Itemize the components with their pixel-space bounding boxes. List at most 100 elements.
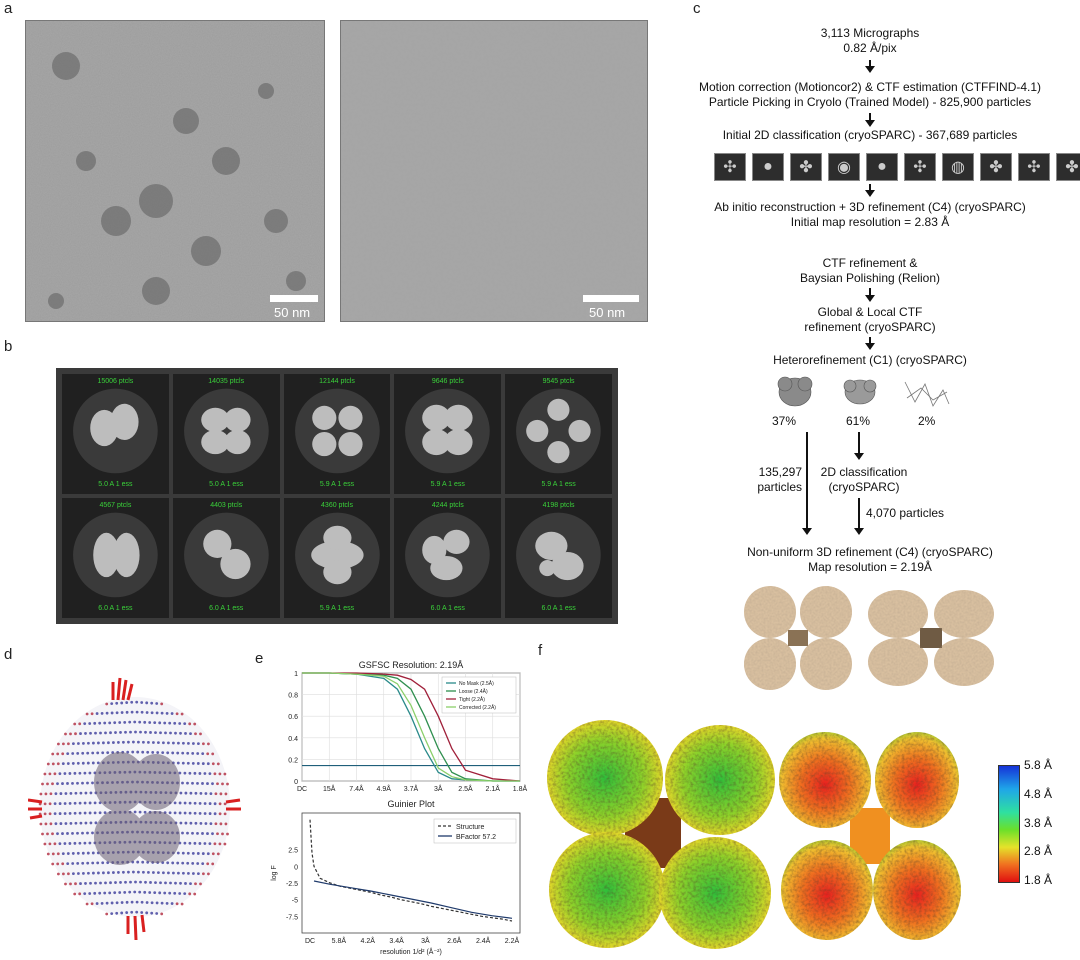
orientation-point <box>120 911 124 915</box>
guinier-y-tick: -5 <box>292 898 298 905</box>
flow-arrow <box>865 288 875 302</box>
orientation-point <box>201 752 205 756</box>
orientation-point <box>81 851 85 855</box>
orientation-point <box>58 772 62 776</box>
orientation-point <box>83 892 87 896</box>
orientation-point <box>110 711 114 715</box>
orientation-point <box>168 891 172 895</box>
orientation-point <box>194 821 198 825</box>
orientation-point <box>129 880 132 884</box>
orientation-point <box>68 801 72 805</box>
orientation-point <box>193 722 197 726</box>
orientation-point <box>150 701 154 705</box>
orientation-point <box>164 881 167 885</box>
orientation-point <box>118 891 122 894</box>
orientation-point <box>223 812 227 816</box>
flow-arrow <box>865 337 875 350</box>
orientation-point <box>170 712 174 715</box>
orientation-point <box>43 772 47 776</box>
orientation-point <box>138 890 142 894</box>
orientation-point <box>91 751 95 755</box>
orientation-point <box>56 852 60 856</box>
fsc-title: GSFSC Resolution: 2.19Å <box>359 660 464 670</box>
orientation-point <box>95 902 99 905</box>
orientation-point <box>189 732 192 735</box>
orientation-point <box>145 911 149 915</box>
orientation-point <box>221 832 224 836</box>
orientation-point <box>68 842 72 845</box>
particle-count: 4244 ptcls <box>431 502 464 509</box>
orientation-point <box>135 710 139 714</box>
orientation-point <box>197 742 200 746</box>
orientation-point <box>88 771 92 775</box>
orientation-point <box>81 761 85 765</box>
orientation-point <box>189 821 193 825</box>
orientation-point <box>214 822 218 826</box>
orientation-point <box>133 810 137 814</box>
orientation-point <box>203 772 207 775</box>
orientation-point <box>216 852 220 856</box>
orientation-point <box>51 782 54 786</box>
orientation-point <box>184 791 188 795</box>
orientation-point <box>186 751 190 755</box>
workflow-text: 0.82 Å/pix <box>843 41 897 55</box>
orientation-point <box>226 782 229 786</box>
guinier-y-tick: 2.5 <box>288 848 298 855</box>
orientation-point <box>110 702 114 706</box>
orientation-point <box>152 871 155 874</box>
orientation-point <box>130 900 134 904</box>
orientation-point <box>213 772 217 776</box>
orientation-point <box>151 751 155 754</box>
branch-right-label: 4,070 particles <box>866 506 945 520</box>
orientation-point <box>176 861 180 865</box>
guinier-legend-label: BFactor 57.2 <box>456 834 496 841</box>
guinier-x-tick: 5.8Å <box>332 936 347 945</box>
orientation-point <box>177 741 180 745</box>
orientation-point <box>64 822 68 825</box>
orientation-point <box>191 862 195 865</box>
orientation-point <box>145 711 149 714</box>
orientation-point <box>191 851 195 855</box>
orientation-point <box>68 772 72 775</box>
orientation-point <box>224 792 228 796</box>
orientation-point <box>188 801 192 805</box>
orientation-point <box>193 841 197 845</box>
panel-label-d: d <box>4 646 13 663</box>
orientation-point <box>134 880 137 884</box>
guinier-x-label: resolution 1/d² (Å⁻²) <box>380 947 442 956</box>
orientation-point <box>106 751 110 755</box>
orientation-point <box>226 832 229 836</box>
particle-count: 12144 ptcls <box>319 378 355 385</box>
orientation-point <box>88 892 92 895</box>
orientation-point <box>77 742 80 745</box>
orientation-point <box>91 831 94 835</box>
orientation-point <box>62 872 65 876</box>
orientation-point <box>142 740 145 744</box>
class-average-image <box>183 512 269 598</box>
orientation-point <box>61 852 65 856</box>
orientation-point <box>182 871 185 875</box>
orientation-point <box>54 822 58 826</box>
orientation-point <box>130 710 134 714</box>
class-average-image <box>405 512 491 598</box>
orientation-point <box>66 762 70 765</box>
orientation-point <box>184 821 188 825</box>
class-thumbnail: ✣ <box>1018 153 1050 181</box>
orientation-point <box>112 741 115 744</box>
orientation-point <box>71 752 75 755</box>
guinier-x-tick: 3Å <box>421 936 430 945</box>
orientation-point <box>84 882 87 885</box>
orientation-point <box>67 742 70 746</box>
orientation-point <box>198 811 202 815</box>
class-average-image <box>73 388 158 474</box>
orientation-point <box>183 892 187 896</box>
guinier-x-tick: 2.2Å <box>505 936 520 945</box>
orientation-point <box>103 811 107 815</box>
orientation-point <box>115 701 119 705</box>
orientation-point <box>193 771 197 775</box>
orientation-point <box>209 792 213 796</box>
orientation-point <box>91 861 95 865</box>
orientation-point <box>93 801 97 805</box>
orientation-point <box>103 891 107 895</box>
orientation-point <box>165 901 169 905</box>
